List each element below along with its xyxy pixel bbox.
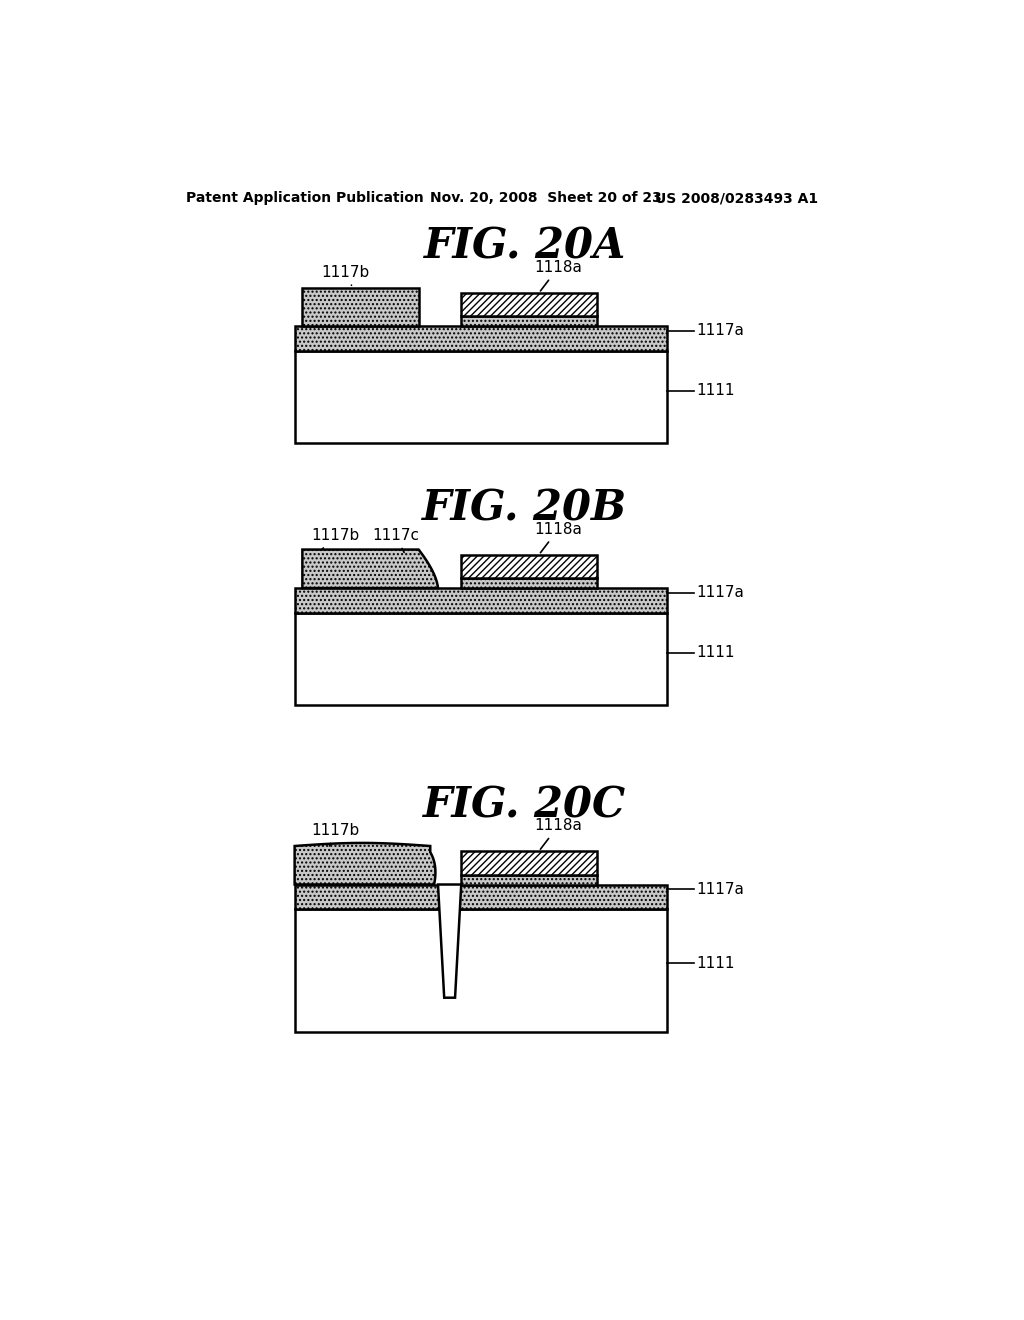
Text: FIG. 20C: FIG. 20C — [423, 784, 627, 826]
Text: 1117c: 1117c — [372, 528, 419, 553]
Polygon shape — [438, 884, 461, 998]
Text: FIG. 20A: FIG. 20A — [424, 226, 626, 268]
Text: Patent Application Publication: Patent Application Publication — [186, 191, 424, 206]
Text: US 2008/0283493 A1: US 2008/0283493 A1 — [655, 191, 818, 206]
Bar — [461, 874, 597, 884]
Bar — [461, 578, 597, 589]
Text: 1117b: 1117b — [311, 824, 359, 846]
Polygon shape — [295, 843, 435, 884]
Text: 1118a: 1118a — [535, 260, 582, 290]
Bar — [461, 851, 597, 874]
Text: 1118a: 1118a — [535, 818, 582, 849]
Bar — [461, 293, 597, 317]
Text: 1111: 1111 — [696, 383, 734, 399]
Text: 1117a: 1117a — [696, 882, 744, 896]
Bar — [295, 884, 667, 909]
Text: 1117a: 1117a — [696, 585, 744, 601]
Bar — [295, 589, 667, 612]
Bar — [295, 612, 667, 705]
Polygon shape — [302, 549, 438, 589]
Bar — [461, 317, 597, 326]
Text: 1117a: 1117a — [696, 323, 744, 338]
Text: 1118a: 1118a — [535, 521, 582, 553]
Text: 1111: 1111 — [696, 956, 734, 970]
Text: FIG. 20B: FIG. 20B — [422, 488, 628, 529]
Text: 1117b: 1117b — [311, 528, 359, 549]
Text: 1117b: 1117b — [321, 265, 369, 285]
Bar — [295, 326, 667, 351]
Bar — [461, 554, 597, 578]
Text: Nov. 20, 2008  Sheet 20 of 23: Nov. 20, 2008 Sheet 20 of 23 — [430, 191, 662, 206]
Bar — [295, 909, 667, 1032]
Text: 1111: 1111 — [696, 645, 734, 660]
Bar — [295, 351, 667, 444]
Bar — [302, 288, 419, 326]
